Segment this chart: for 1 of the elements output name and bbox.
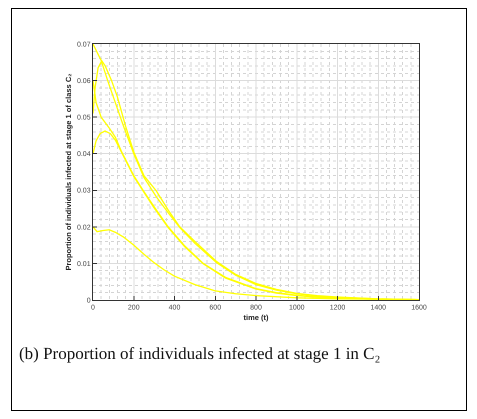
text: (b) Proportion of individuals infected at stage 1 in C₂ — [19, 343, 382, 365]
